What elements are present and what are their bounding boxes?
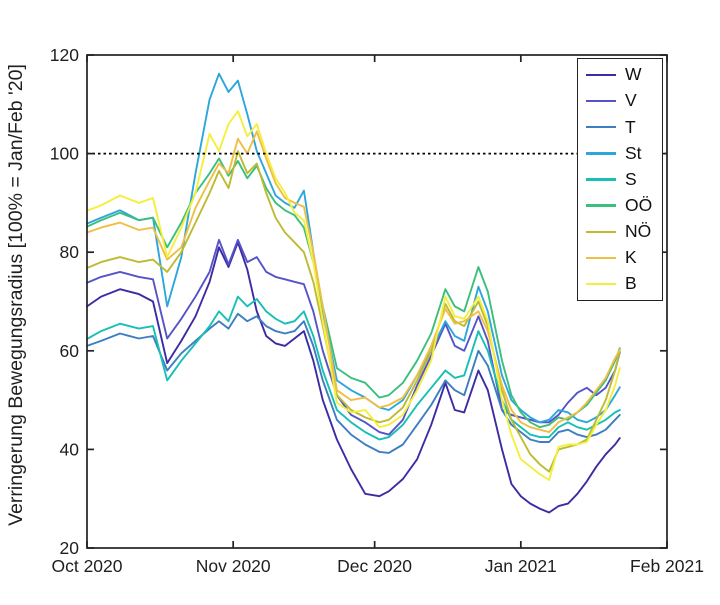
tick-labels: Oct 2020 Nov 2020 Dec 2020 Jan 2021 Feb 2021…	[50, 45, 704, 576]
legend-line-sample	[586, 73, 616, 77]
legend-label: NÖ	[625, 220, 652, 241]
legend-item-T: T	[578, 115, 662, 140]
series-line-OÖ	[86, 157, 621, 429]
series-line-B	[86, 110, 621, 481]
legend-item-W: W	[578, 63, 662, 88]
legend-label: S	[625, 168, 637, 189]
legend-item-NÖ: NÖ	[578, 219, 662, 244]
legend-label: St	[625, 142, 642, 163]
x-tick-label: Oct 2020	[51, 556, 122, 576]
legend-label: B	[625, 273, 637, 294]
y-tick-label: 100	[50, 144, 79, 164]
series-line-V	[86, 238, 621, 436]
legend-item-St: St	[578, 141, 662, 166]
legend-line-sample	[586, 99, 616, 103]
legend-line-sample	[586, 282, 616, 286]
legend-line-sample	[586, 126, 616, 129]
legend-label: V	[625, 90, 637, 111]
series-line-W	[86, 241, 621, 514]
legend-line-sample	[586, 178, 616, 181]
x-tick-label: Nov 2020	[196, 556, 271, 576]
x-tick-label: Dec 2020	[337, 556, 412, 576]
series-line-S	[86, 295, 621, 441]
legend-item-B: B	[578, 271, 662, 296]
series-line-T	[86, 312, 621, 454]
legend-label: K	[625, 247, 637, 268]
legend-line-sample	[586, 256, 616, 259]
legend-line-sample	[586, 230, 616, 233]
legend-item-S: S	[578, 167, 662, 192]
legend-item-V: V	[578, 89, 662, 114]
series-line-K	[86, 130, 621, 434]
legend-line-sample	[586, 152, 616, 155]
legend-label: W	[625, 64, 642, 85]
y-axis-label: Verringerung Bewegungsradius [100% = Jan…	[5, 64, 27, 526]
legend-label: T	[625, 116, 636, 137]
y-tick-label: 120	[50, 45, 79, 65]
y-tick-label: 20	[60, 538, 80, 558]
y-tick-label: 40	[60, 439, 80, 459]
legend-item-OÖ: OÖ	[578, 193, 662, 218]
legend: W V T St S OÖ NÖ K B	[577, 58, 663, 301]
x-tick-label: Feb 2021	[630, 556, 704, 576]
y-tick-label: 80	[60, 242, 80, 262]
series-lines	[86, 72, 621, 514]
legend-item-K: K	[578, 245, 662, 270]
plot-box	[86, 54, 668, 549]
legend-label: OÖ	[625, 194, 653, 215]
axes	[86, 54, 668, 549]
legend-line-sample	[586, 204, 616, 207]
x-tick-label: Jan 2021	[485, 556, 557, 576]
y-tick-label: 60	[60, 341, 80, 361]
